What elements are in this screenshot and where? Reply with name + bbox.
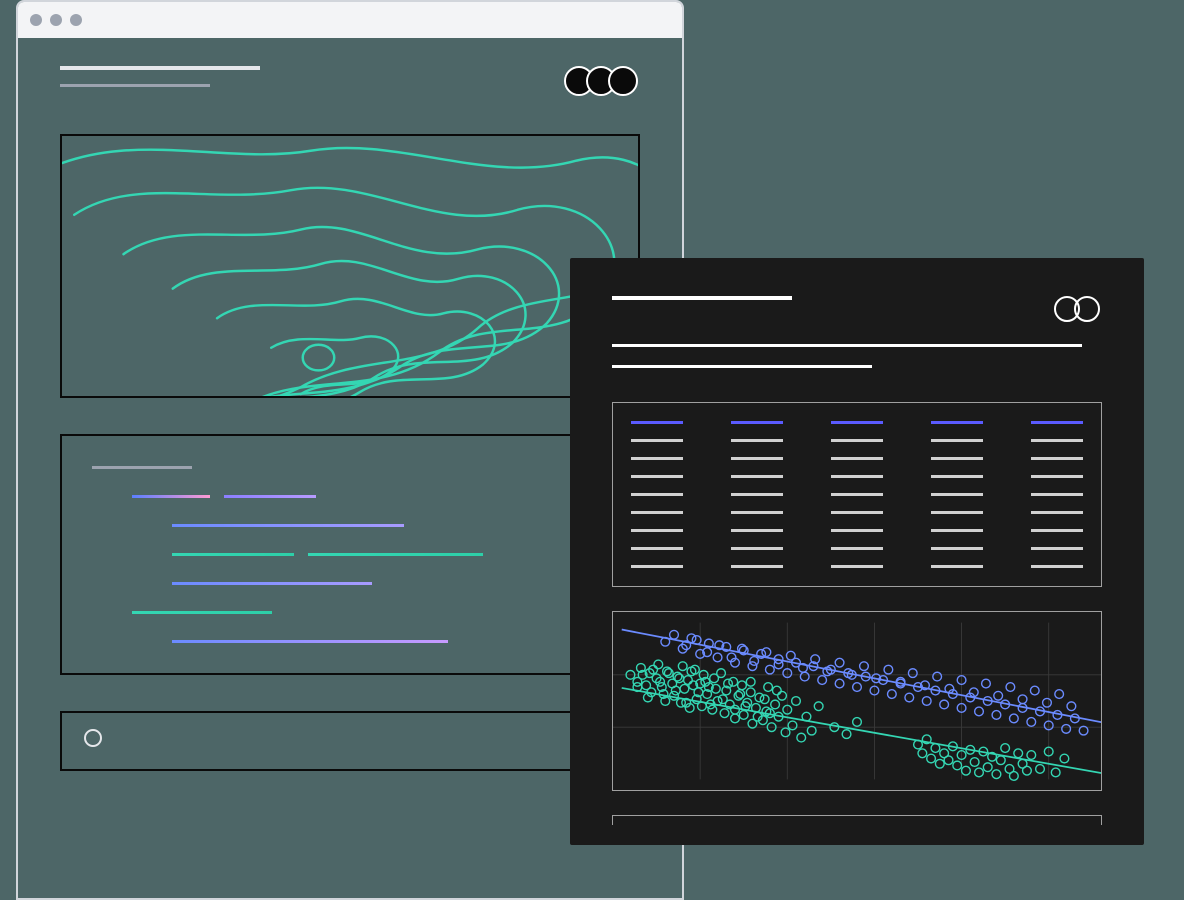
table-cell: [831, 529, 883, 532]
table-cell: [631, 457, 683, 460]
list-box: [60, 711, 640, 771]
subtitle-line: [612, 344, 1082, 347]
code-token: [92, 466, 192, 469]
table-cell: [1031, 547, 1083, 550]
table-cell: [931, 493, 983, 496]
table-cell: [631, 493, 683, 496]
minimize-icon[interactable]: [50, 14, 62, 26]
table-cell: [931, 457, 983, 460]
table-cell: [931, 529, 983, 532]
page-header: [60, 66, 640, 96]
code-line: [92, 582, 608, 585]
close-icon[interactable]: [30, 14, 42, 26]
panel-header: [612, 296, 1102, 322]
table-cell: [1031, 457, 1083, 460]
code-line: [92, 466, 608, 469]
table-cell: [731, 439, 783, 442]
table-cell: [631, 565, 683, 568]
bullet-icon: [84, 729, 102, 747]
code-line: [92, 553, 608, 556]
window-titlebar: [18, 2, 682, 38]
table-grid: [631, 421, 1083, 568]
contour-svg: [62, 136, 638, 396]
table-cell: [631, 511, 683, 514]
contour-map: [60, 134, 640, 398]
table-header-cell: [931, 421, 983, 424]
subtitle-placeholder: [60, 84, 210, 87]
code-line: [92, 640, 608, 643]
code-token: [172, 524, 404, 527]
table-cell: [931, 439, 983, 442]
panel-subtitle: [612, 344, 1102, 368]
data-table: [612, 402, 1102, 587]
table-cell: [1031, 529, 1083, 532]
table-cell: [931, 565, 983, 568]
table-cell: [931, 511, 983, 514]
table-cell: [1031, 493, 1083, 496]
subtitle-line: [612, 365, 872, 368]
table-cell: [831, 547, 883, 550]
page-title: [60, 66, 260, 87]
table-cell: [631, 439, 683, 442]
table-cell: [831, 493, 883, 496]
next-box: [612, 815, 1102, 825]
code-block: [60, 434, 640, 675]
table-cell: [631, 475, 683, 478]
table-cell: [1031, 511, 1083, 514]
table-cell: [731, 457, 783, 460]
table-cell: [1031, 439, 1083, 442]
code-token: [224, 495, 316, 498]
table-header-cell: [731, 421, 783, 424]
table-header-cell: [831, 421, 883, 424]
title-placeholder: [60, 66, 260, 70]
logo-icon: [564, 66, 640, 96]
table-cell: [831, 475, 883, 478]
table-cell: [931, 547, 983, 550]
table-cell: [831, 565, 883, 568]
table-cell: [731, 547, 783, 550]
code-token: [132, 611, 272, 614]
code-token: [172, 640, 448, 643]
table-cell: [831, 511, 883, 514]
panel-logo-icon: [1054, 296, 1102, 322]
dark-panel: [570, 258, 1144, 845]
code-token: [172, 582, 372, 585]
scatter-svg: [613, 612, 1101, 790]
scatter-plot: [612, 611, 1102, 791]
table-cell: [931, 475, 983, 478]
table-cell: [831, 457, 883, 460]
code-token: [172, 553, 294, 556]
table-header-cell: [1031, 421, 1083, 424]
table-cell: [631, 529, 683, 532]
code-token: [308, 553, 483, 556]
table-cell: [731, 493, 783, 496]
code-token: [132, 495, 210, 498]
code-line: [92, 611, 608, 614]
table-cell: [731, 475, 783, 478]
maximize-icon[interactable]: [70, 14, 82, 26]
code-line: [92, 495, 608, 498]
panel-title-placeholder: [612, 296, 792, 300]
code-line: [92, 524, 608, 527]
table-header-cell: [631, 421, 683, 424]
table-cell: [1031, 565, 1083, 568]
table-cell: [831, 439, 883, 442]
table-cell: [731, 565, 783, 568]
table-cell: [731, 529, 783, 532]
table-cell: [631, 547, 683, 550]
table-cell: [731, 511, 783, 514]
table-cell: [1031, 475, 1083, 478]
